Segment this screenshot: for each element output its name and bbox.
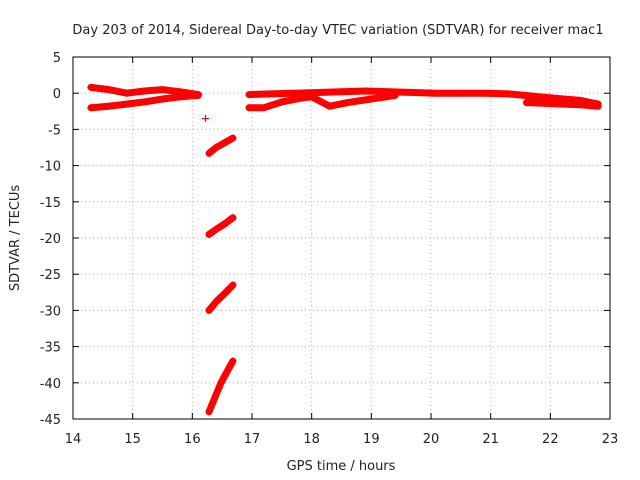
y-tick-label: -45 [40,413,61,428]
x-tick-label: 22 [542,432,559,447]
y-tick-labels: 5 0 -5 -10 -15 -20 -25 -30 -35 -40 -45 [40,51,61,428]
x-tick-label: 19 [363,432,380,447]
y-tick-label: -5 [48,123,61,138]
x-tick-label: 20 [423,432,440,447]
y-tick-label: 0 [53,87,61,102]
series-band [523,99,602,110]
x-tick-label: 15 [124,432,141,447]
series-band-late-lower [245,91,399,112]
series-band-upper-early [87,83,202,99]
x-tick-label: 16 [184,432,201,447]
x-tick-label: 17 [244,432,261,447]
series-band-lower-early [87,91,202,112]
y-tick-label: -40 [40,377,61,392]
x-tick-label: 23 [602,432,619,447]
series-band [245,87,602,108]
series-band-late-upper [245,87,602,108]
data-point [201,115,209,123]
chart-title: Day 203 of 2014, Sidereal Day-to-day VTE… [72,23,603,38]
x-axis-label: GPS time / hours [287,459,396,474]
series-band-late-right [522,99,602,110]
y-tick-label: -20 [40,232,61,247]
series-segment-3 [205,281,237,314]
series-band [87,91,202,112]
y-tick-label: -30 [40,304,61,319]
x-tick-label: 21 [482,432,499,447]
y-tick-label: 5 [53,51,61,66]
series-band [205,281,237,314]
y-tick-label: -35 [40,341,61,356]
y-tick-label: -25 [40,268,61,283]
series-outlier [201,115,209,123]
data-points [87,83,602,416]
series-segment-1 [205,134,237,157]
y-axis-label: SDTVAR / TECUs [8,185,23,292]
x-tick-label: 18 [303,432,320,447]
series-band [245,91,399,112]
series-segment-4 [205,357,237,416]
series-band [205,357,237,416]
x-tick-labels: 14 15 16 17 18 19 20 21 22 23 [65,432,619,447]
series-band [87,83,202,99]
y-tick-label: -15 [40,196,61,211]
series-band [205,214,237,238]
series-segment-2 [205,214,237,238]
y-tick-label: -10 [40,160,61,175]
series-band [205,134,237,157]
x-tick-label: 14 [65,432,82,447]
axis-ticks [72,56,611,420]
